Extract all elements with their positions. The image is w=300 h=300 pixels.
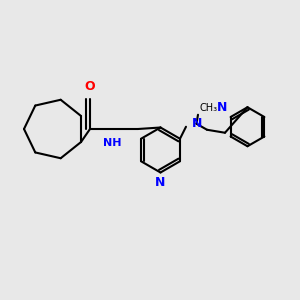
Text: O: O (85, 80, 95, 93)
Text: CH₃: CH₃ (200, 103, 217, 113)
Text: N: N (155, 176, 166, 188)
Text: N: N (192, 117, 202, 130)
Text: NH: NH (103, 138, 122, 148)
Text: N: N (217, 101, 228, 114)
